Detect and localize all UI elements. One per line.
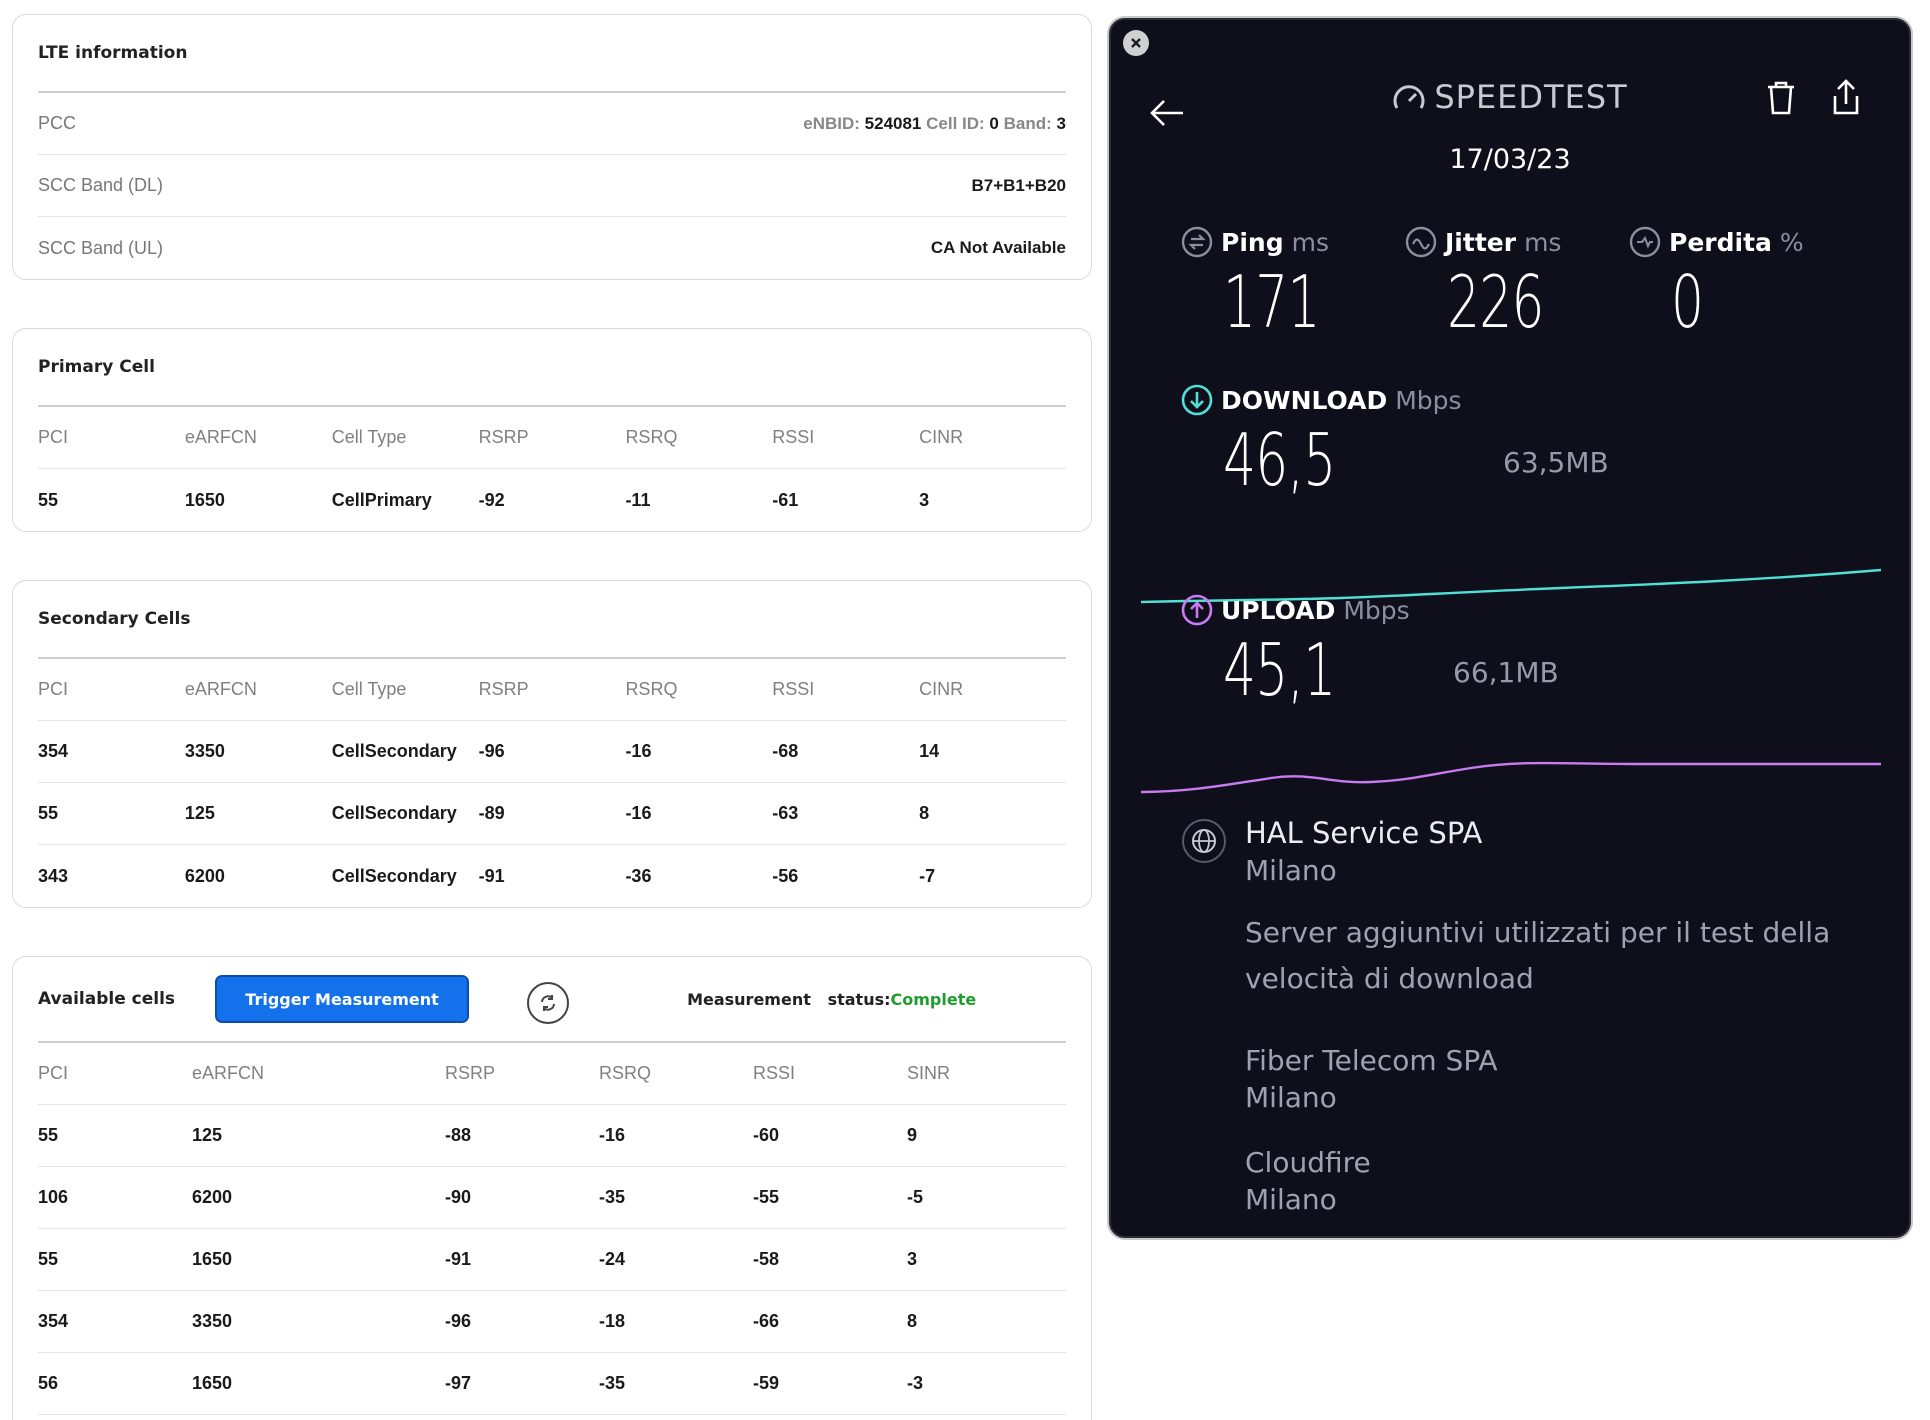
lte-info-title: LTE information <box>38 43 188 63</box>
download-data-used: 63,5MB <box>1503 446 1609 479</box>
globe-icon <box>1181 818 1227 868</box>
col-rssi: RSSI <box>772 427 815 447</box>
scc-ul-row: SCC Band (UL) CA Not Available <box>38 217 1066 279</box>
table-row: 55 1650 CellPrimary -92 -11 -61 3 <box>38 489 930 510</box>
col-rsrp: RSRP <box>478 427 529 447</box>
extra-servers-note: Server aggiuntivi utilizzati per il test… <box>1245 916 1831 995</box>
upload-value: 45,1 <box>1223 628 1336 712</box>
col-rsrq: RSRQ <box>625 427 678 447</box>
available-cells-card: Available cells Trigger Measurement Meas… <box>12 956 1092 1420</box>
ping-icon <box>1181 226 1213 258</box>
back-arrow-icon[interactable] <box>1149 98 1185 132</box>
table-row: 55 125 CellSecondary -89 -16 -63 8 <box>38 783 1066 845</box>
server-name: HAL Service SPA <box>1245 816 1483 850</box>
scc-dl-label: SCC Band (DL) <box>38 175 164 195</box>
ping-metric: Ping ms 171 <box>1181 226 1357 344</box>
lte-info-card: LTE information PCC eNBID: 524081 Cell I… <box>12 14 1092 280</box>
table-row: 106 6200 -90 -35 -55 -5 <box>38 1167 1066 1229</box>
primary-cell-card: Primary Cell PCI eARFCN Cell Type RSRP R… <box>12 328 1092 532</box>
jitter-metric: Jitter ms 226 <box>1405 226 1581 344</box>
col-cinr: CINR <box>919 427 964 447</box>
col-pci: PCI <box>38 427 69 447</box>
ping-value: 171 <box>1223 260 1321 344</box>
jitter-value: 226 <box>1447 260 1545 344</box>
table-row: 56 1650 -97 -35 -59 -3 <box>38 1353 1066 1415</box>
trash-icon[interactable] <box>1765 80 1797 120</box>
scc-dl-value: B7+B1+B20 <box>971 175 1066 195</box>
list-item: Fiber Telecom SPA Milano <box>1245 1044 1498 1114</box>
available-header-row: PCI eARFCN RSRP RSRQ RSSI SINR <box>38 1043 1066 1105</box>
speedtest-window: SPEEDTEST 17/03/23 Ping ms 171 Jitter ms… <box>1109 18 1911 1238</box>
server-city: Milano <box>1245 854 1337 887</box>
status-badge: Complete <box>890 989 977 1009</box>
table-row: 55 1650 -91 -24 -58 3 <box>38 1229 1066 1291</box>
primary-header-row: PCI eARFCN Cell Type RSRP RSRQ RSSI CINR <box>38 407 1066 469</box>
available-cells-title: Available cells <box>38 989 176 1009</box>
speedtest-logo: SPEEDTEST <box>1111 78 1909 116</box>
pcc-value: eNBID: 524081 Cell ID: 0 Band: 3 <box>803 113 1066 133</box>
trigger-measurement-button[interactable]: Trigger Measurement <box>215 975 470 1023</box>
table-row: 55 125 -88 -16 -60 9 <box>38 1105 1066 1167</box>
download-metric: DOWNLOAD Mbps 46,5 <box>1181 384 1462 502</box>
upload-metric: UPLOAD Mbps 45,1 <box>1181 594 1410 712</box>
upload-data-used: 66,1MB <box>1453 656 1559 689</box>
measurement-status: Measurement status:Complete <box>687 989 977 1009</box>
upload-icon <box>1181 594 1213 626</box>
table-row: 343 6200 CellSecondary -91 -36 -56 -7 <box>38 865 936 886</box>
table-row: 354 3350 -96 -18 -66 8 <box>38 1291 1066 1353</box>
download-value: 46,5 <box>1223 418 1336 502</box>
col-earfcn: eARFCN <box>184 427 257 447</box>
test-date: 17/03/23 <box>1449 144 1571 175</box>
loss-value: 0 <box>1671 260 1704 344</box>
scc-ul-label: SCC Band (UL) <box>38 237 164 258</box>
col-cell-type: Cell Type <box>331 427 407 447</box>
table-row: 354 3350 CellSecondary -96 -16 -68 14 <box>38 721 1066 783</box>
loss-metric: Perdita % 0 <box>1629 226 1804 344</box>
download-icon <box>1181 384 1213 416</box>
secondary-cells-title: Secondary Cells <box>38 609 191 629</box>
gauge-icon <box>1393 85 1425 109</box>
available-cells-header: Available cells Trigger Measurement Meas… <box>38 957 1066 1041</box>
pcc-row: PCC eNBID: 524081 Cell ID: 0 Band: 3 <box>38 93 1066 155</box>
pcc-label: PCC <box>38 113 77 133</box>
packet-loss-icon <box>1629 226 1661 258</box>
secondary-header-row: PCI eARFCN Cell Type RSRP RSRQ RSSI CINR <box>38 659 1066 721</box>
share-icon[interactable] <box>1831 78 1861 120</box>
scc-ul-value: CA Not Available <box>930 238 1066 257</box>
primary-cell-title: Primary Cell <box>38 357 155 377</box>
upload-graph <box>1141 761 1881 794</box>
server-info[interactable]: HAL Service SPA Milano <box>1245 816 1482 887</box>
list-item: Cloudfire Milano <box>1245 1146 1371 1216</box>
jitter-icon <box>1405 226 1437 258</box>
close-icon[interactable] <box>1123 30 1149 56</box>
scc-dl-row: SCC Band (DL) B7+B1+B20 <box>38 155 1066 217</box>
download-graph <box>1141 568 1881 604</box>
refresh-icon[interactable] <box>527 982 570 1024</box>
secondary-cells-card: Secondary Cells PCI eARFCN Cell Type RSR… <box>12 580 1092 908</box>
